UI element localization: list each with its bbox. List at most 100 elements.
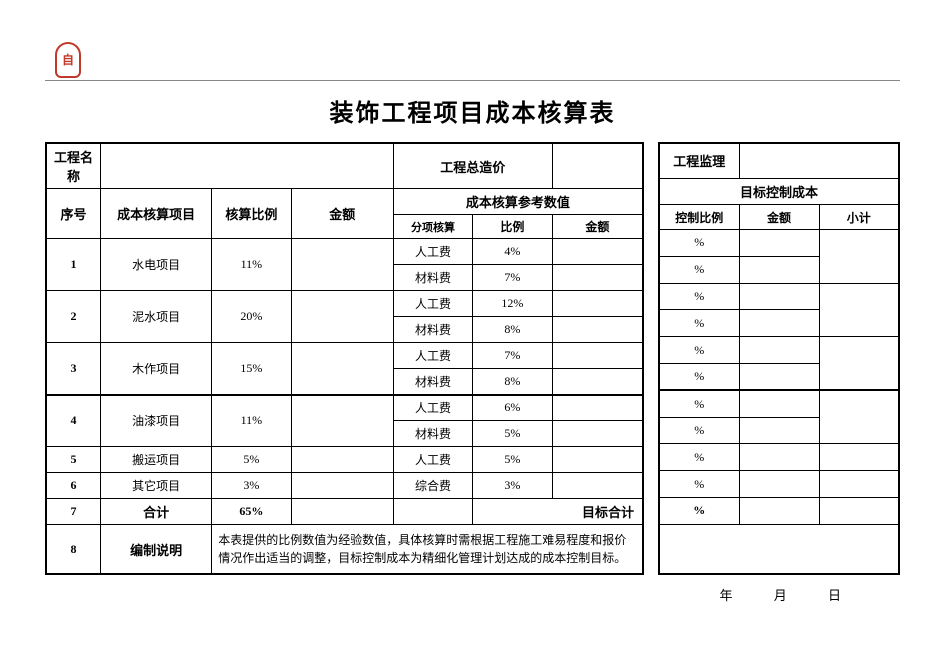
cell-sub-amount bbox=[552, 343, 643, 369]
cell-ratio: 15% bbox=[212, 343, 291, 395]
cell-name: 泥水项目 bbox=[100, 291, 211, 343]
r-total-amt bbox=[739, 498, 819, 525]
header-row-1: 工程名称 工程总造价 bbox=[46, 143, 643, 189]
cell-sub-amount bbox=[552, 265, 643, 291]
r-sub bbox=[819, 471, 899, 498]
cell-sub-item: 人工费 bbox=[393, 291, 472, 317]
cell-amount bbox=[291, 395, 393, 447]
cell-ratio: 3% bbox=[212, 473, 291, 499]
note-seq: 8 bbox=[46, 525, 100, 575]
r-row: % bbox=[659, 230, 899, 257]
col-ref-sub-item: 分项核算 bbox=[393, 215, 472, 239]
note-label: 编制说明 bbox=[100, 525, 211, 575]
r-note-cell bbox=[659, 524, 899, 574]
r-pct: % bbox=[659, 283, 739, 310]
r-sub bbox=[819, 283, 899, 337]
footer-month: 月 bbox=[774, 588, 788, 603]
r-pct: % bbox=[659, 230, 739, 257]
r-pct: % bbox=[659, 256, 739, 283]
table-wrap: 工程名称 工程总造价 序号 成本核算项目 核算比例 金额 成本核算参考数值 分项… bbox=[45, 142, 900, 575]
total-label: 合计 bbox=[100, 499, 211, 525]
r-amt bbox=[739, 230, 819, 257]
cell-seq: 3 bbox=[46, 343, 100, 395]
target-total-label: 目标合计 bbox=[473, 499, 643, 525]
cell-amount bbox=[291, 473, 393, 499]
cell-ratio: 5% bbox=[212, 447, 291, 473]
cell-amount bbox=[291, 447, 393, 473]
cell-sub-item: 综合费 bbox=[393, 473, 472, 499]
r-head-b: 控制比例 金额 小计 bbox=[659, 205, 899, 230]
cell-ratio: 11% bbox=[212, 239, 291, 291]
cell-seq: 2 bbox=[46, 291, 100, 343]
r-amt bbox=[739, 256, 819, 283]
cell-sub-ratio: 5% bbox=[473, 421, 552, 447]
r-pct: % bbox=[659, 390, 739, 417]
cell-sub-item: 材料费 bbox=[393, 421, 472, 447]
cell-sub-amount bbox=[552, 395, 643, 421]
supervisor-value bbox=[739, 143, 899, 178]
cell-seq: 4 bbox=[46, 395, 100, 447]
left-table: 工程名称 工程总造价 序号 成本核算项目 核算比例 金额 成本核算参考数值 分项… bbox=[45, 142, 644, 575]
r-pct: % bbox=[659, 471, 739, 498]
table-row: 5 搬运项目 5% 人工费 5% bbox=[46, 447, 643, 473]
footer-year: 年 bbox=[719, 588, 733, 603]
r-amt bbox=[739, 283, 819, 310]
r-pct: % bbox=[659, 337, 739, 364]
total-empty1 bbox=[393, 499, 472, 525]
cell-sub-item: 人工费 bbox=[393, 447, 472, 473]
cell-sub-item: 人工费 bbox=[393, 239, 472, 265]
footer-day: 日 bbox=[828, 588, 842, 603]
cell-sub-amount bbox=[552, 447, 643, 473]
cell-sub-ratio: 8% bbox=[473, 369, 552, 395]
r-amt bbox=[739, 444, 819, 471]
note-row: 8 编制说明 本表提供的比例数值为经验数值，具体核算时需根据工程施工难易程度和报… bbox=[46, 525, 643, 575]
cell-sub-amount bbox=[552, 291, 643, 317]
cell-seq: 5 bbox=[46, 447, 100, 473]
cell-sub-ratio: 5% bbox=[473, 447, 552, 473]
cell-sub-item: 人工费 bbox=[393, 343, 472, 369]
top-rule bbox=[45, 80, 900, 81]
r-row: % bbox=[659, 390, 899, 417]
cell-sub-ratio: 7% bbox=[473, 265, 552, 291]
r-sub bbox=[819, 444, 899, 471]
r-amt bbox=[739, 310, 819, 337]
table-row: 2 泥水项目 20% 人工费 12% bbox=[46, 291, 643, 317]
ctrl-ratio-head: 控制比例 bbox=[659, 205, 739, 230]
table-row: 3 木作项目 15% 人工费 7% bbox=[46, 343, 643, 369]
table-row: 4 油漆项目 11% 人工费 6% bbox=[46, 395, 643, 421]
r-row: % bbox=[659, 471, 899, 498]
cell-name: 木作项目 bbox=[100, 343, 211, 395]
total-price-value bbox=[552, 143, 643, 189]
r-pct: % bbox=[659, 310, 739, 337]
cell-sub-ratio: 8% bbox=[473, 317, 552, 343]
r-note-spacer bbox=[659, 524, 899, 574]
total-seq: 7 bbox=[46, 499, 100, 525]
r-pct: % bbox=[659, 444, 739, 471]
col-ref-sub-amount: 金额 bbox=[552, 215, 643, 239]
r-sub bbox=[819, 337, 899, 391]
supervisor-label: 工程监理 bbox=[659, 143, 739, 178]
cell-seq: 6 bbox=[46, 473, 100, 499]
r-head-a: 目标控制成本 bbox=[659, 178, 899, 205]
cell-sub-ratio: 4% bbox=[473, 239, 552, 265]
cell-name: 其它项目 bbox=[100, 473, 211, 499]
r-amt bbox=[739, 417, 819, 444]
cell-sub-item: 材料费 bbox=[393, 265, 472, 291]
r-pct: % bbox=[659, 364, 739, 391]
r-amt bbox=[739, 390, 819, 417]
cell-sub-amount bbox=[552, 473, 643, 499]
r-total-pct: % bbox=[659, 498, 739, 525]
table-row: 6 其它项目 3% 综合费 3% bbox=[46, 473, 643, 499]
col-ratio: 核算比例 bbox=[212, 189, 291, 239]
total-row: 7 合计 65% 目标合计 bbox=[46, 499, 643, 525]
note-text: 本表提供的比例数值为经验数值，具体核算时需根据工程施工难易程度和报价情况作出适当… bbox=[212, 525, 643, 575]
cell-sub-ratio: 6% bbox=[473, 395, 552, 421]
r-pct: % bbox=[659, 417, 739, 444]
target-group: 目标控制成本 bbox=[659, 178, 899, 205]
r-total-row: % bbox=[659, 498, 899, 525]
cell-amount bbox=[291, 343, 393, 395]
r-row: % bbox=[659, 337, 899, 364]
cell-amount bbox=[291, 291, 393, 343]
cell-sub-item: 人工费 bbox=[393, 395, 472, 421]
col-amount: 金额 bbox=[291, 189, 393, 239]
